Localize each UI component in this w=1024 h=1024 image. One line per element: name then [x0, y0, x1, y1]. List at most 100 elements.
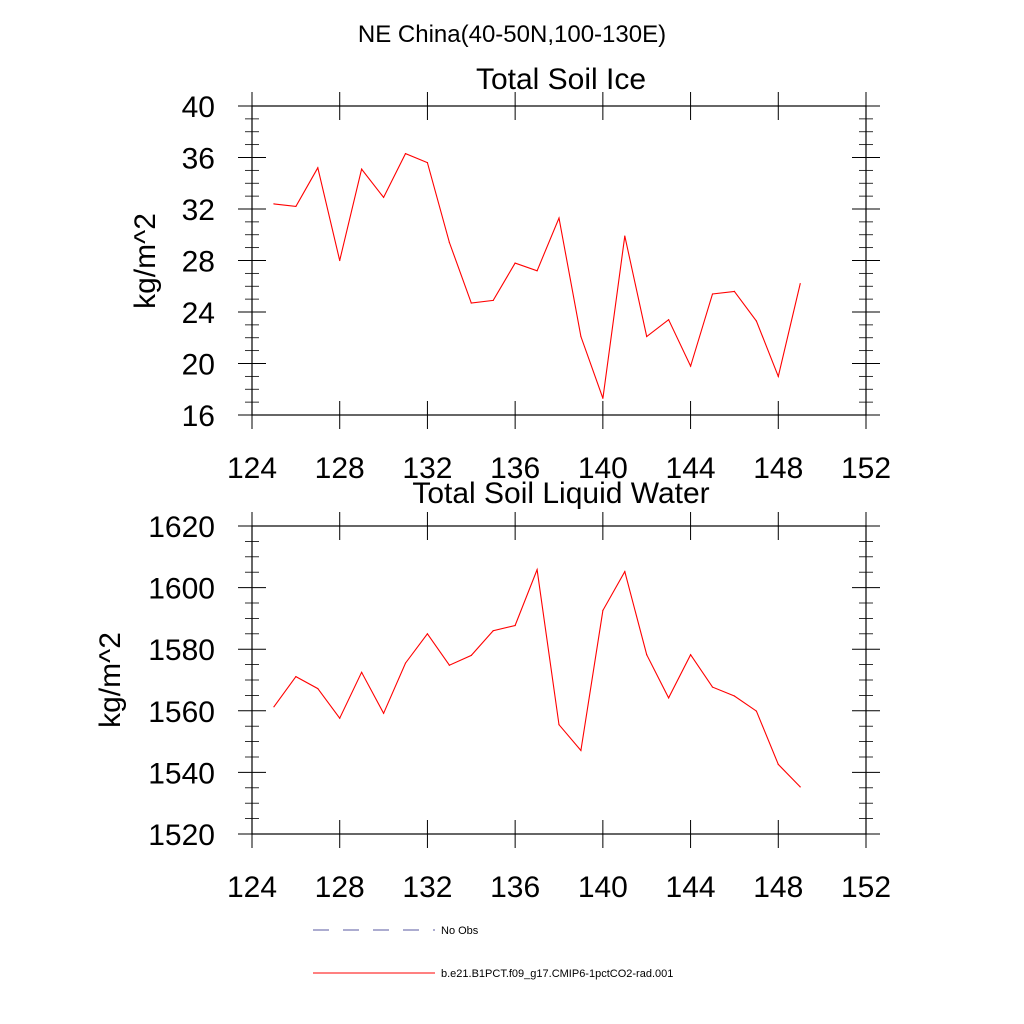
x-tick-label: 128 — [315, 452, 365, 485]
data-point — [404, 153, 407, 155]
x-tick-label: 148 — [753, 871, 803, 904]
plot-frame — [251, 105, 867, 416]
y-tick-label: 32 — [182, 194, 215, 227]
x-tick-label: 140 — [578, 452, 628, 485]
y-tick-label: 16 — [182, 400, 215, 433]
data-point — [558, 217, 560, 219]
legend-label-no-obs: No Obs — [441, 925, 479, 937]
data-point — [448, 664, 450, 666]
x-tick-label: 124 — [227, 871, 277, 904]
data-point — [799, 283, 801, 285]
y-tick-label: 28 — [182, 246, 215, 279]
data-point — [711, 686, 714, 688]
data-point — [558, 724, 560, 726]
data-point — [492, 630, 494, 632]
data-point — [317, 688, 319, 690]
y-tick-label: 1540 — [148, 757, 215, 790]
data-point — [733, 290, 736, 292]
data-point — [580, 749, 582, 752]
x-tick-label: 132 — [402, 871, 452, 904]
y-tick-label: 24 — [182, 297, 215, 330]
data-point — [602, 609, 604, 611]
data-point — [668, 697, 670, 699]
y-axis-label: kg/m^2 — [94, 632, 127, 728]
data-point — [273, 203, 275, 205]
legend: No Obs b.e21.B1PCT.f09_g17.CMIP6-1pctCO2… — [313, 925, 673, 980]
axis-ticks — [238, 92, 880, 429]
data-point — [339, 259, 341, 262]
x-tick-label: 128 — [315, 871, 365, 904]
x-tick-label: 140 — [578, 871, 628, 904]
data-point — [382, 712, 385, 714]
panel-title: Total Soil Ice — [476, 63, 646, 96]
y-tick-label: 1620 — [148, 511, 215, 544]
data-point — [755, 320, 757, 322]
y-tick-label: 36 — [182, 143, 215, 176]
data-point — [799, 786, 801, 788]
data-point — [777, 375, 779, 377]
x-tick-label: 132 — [402, 452, 452, 485]
plot-frame — [251, 525, 867, 835]
data-point — [295, 676, 297, 678]
series-lines — [273, 567, 801, 788]
data-point — [404, 662, 407, 664]
axis-tick-labels: 124 128 132 136 140 144 148 152 1520 1540 1560 1580… — [148, 511, 891, 904]
series-lines — [273, 152, 801, 399]
data-point — [382, 196, 385, 199]
y-tick-label: 20 — [182, 349, 215, 382]
x-tick-label: 124 — [227, 452, 277, 485]
x-tick-label: 152 — [841, 871, 891, 904]
data-point — [273, 706, 275, 708]
data-point — [602, 397, 604, 399]
series-line — [273, 567, 801, 788]
data-point — [777, 763, 779, 765]
data-point — [755, 710, 757, 712]
data-point — [295, 205, 297, 208]
series-line — [273, 152, 801, 399]
data-point — [361, 671, 363, 673]
data-point — [536, 270, 538, 272]
y-tick-label: 1580 — [148, 634, 215, 667]
y-tick-label: 1600 — [148, 573, 215, 606]
data-point — [668, 319, 670, 321]
data-point — [514, 262, 516, 264]
data-point — [448, 241, 450, 244]
data-point — [470, 302, 472, 304]
data-point — [689, 365, 692, 367]
data-point — [624, 570, 626, 573]
x-tick-label: 144 — [666, 452, 716, 485]
y-axis-label: kg/m^2 — [129, 213, 162, 309]
data-point — [339, 717, 341, 719]
data-point — [733, 695, 736, 697]
panel-title: Total Soil Liquid Water — [412, 477, 709, 510]
y-tick-label: 1520 — [148, 819, 215, 852]
axis-tick-labels: 124 128 132 136 140 144 148 152 16 20 24 28 32 36 40 — [182, 91, 891, 485]
data-point — [426, 162, 429, 164]
data-point — [492, 299, 494, 302]
figure-suptitle: NE China(40-50N,100-130E) — [358, 21, 666, 48]
x-tick-label: 136 — [490, 452, 540, 485]
data-point — [624, 235, 626, 237]
data-point — [317, 167, 319, 169]
data-point — [689, 654, 692, 656]
data-point — [470, 654, 472, 656]
x-tick-label: 152 — [841, 452, 891, 485]
panel-total-soil-ice: Total Soil Ice kg/m^2 124 128 132 136 140 144… — [129, 63, 891, 485]
data-point — [514, 624, 516, 627]
data-point — [711, 293, 714, 295]
panel-total-soil-liquid-water: Total Soil Liquid Water kg/m^2 124 128 132… — [94, 477, 891, 904]
axis-ticks — [238, 512, 880, 848]
x-tick-label: 144 — [666, 871, 716, 904]
data-point — [426, 633, 429, 635]
data-point — [646, 654, 648, 656]
data-point — [646, 335, 648, 338]
x-tick-label: 136 — [490, 871, 540, 904]
data-point — [361, 168, 363, 170]
y-tick-label: 40 — [182, 91, 215, 124]
y-tick-label: 1560 — [148, 696, 215, 729]
data-point — [536, 569, 538, 571]
legend-label-model-run: b.e21.B1PCT.f09_g17.CMIP6-1pctCO2-rad.00… — [441, 968, 673, 980]
x-tick-label: 148 — [753, 452, 803, 485]
data-point — [580, 335, 582, 338]
